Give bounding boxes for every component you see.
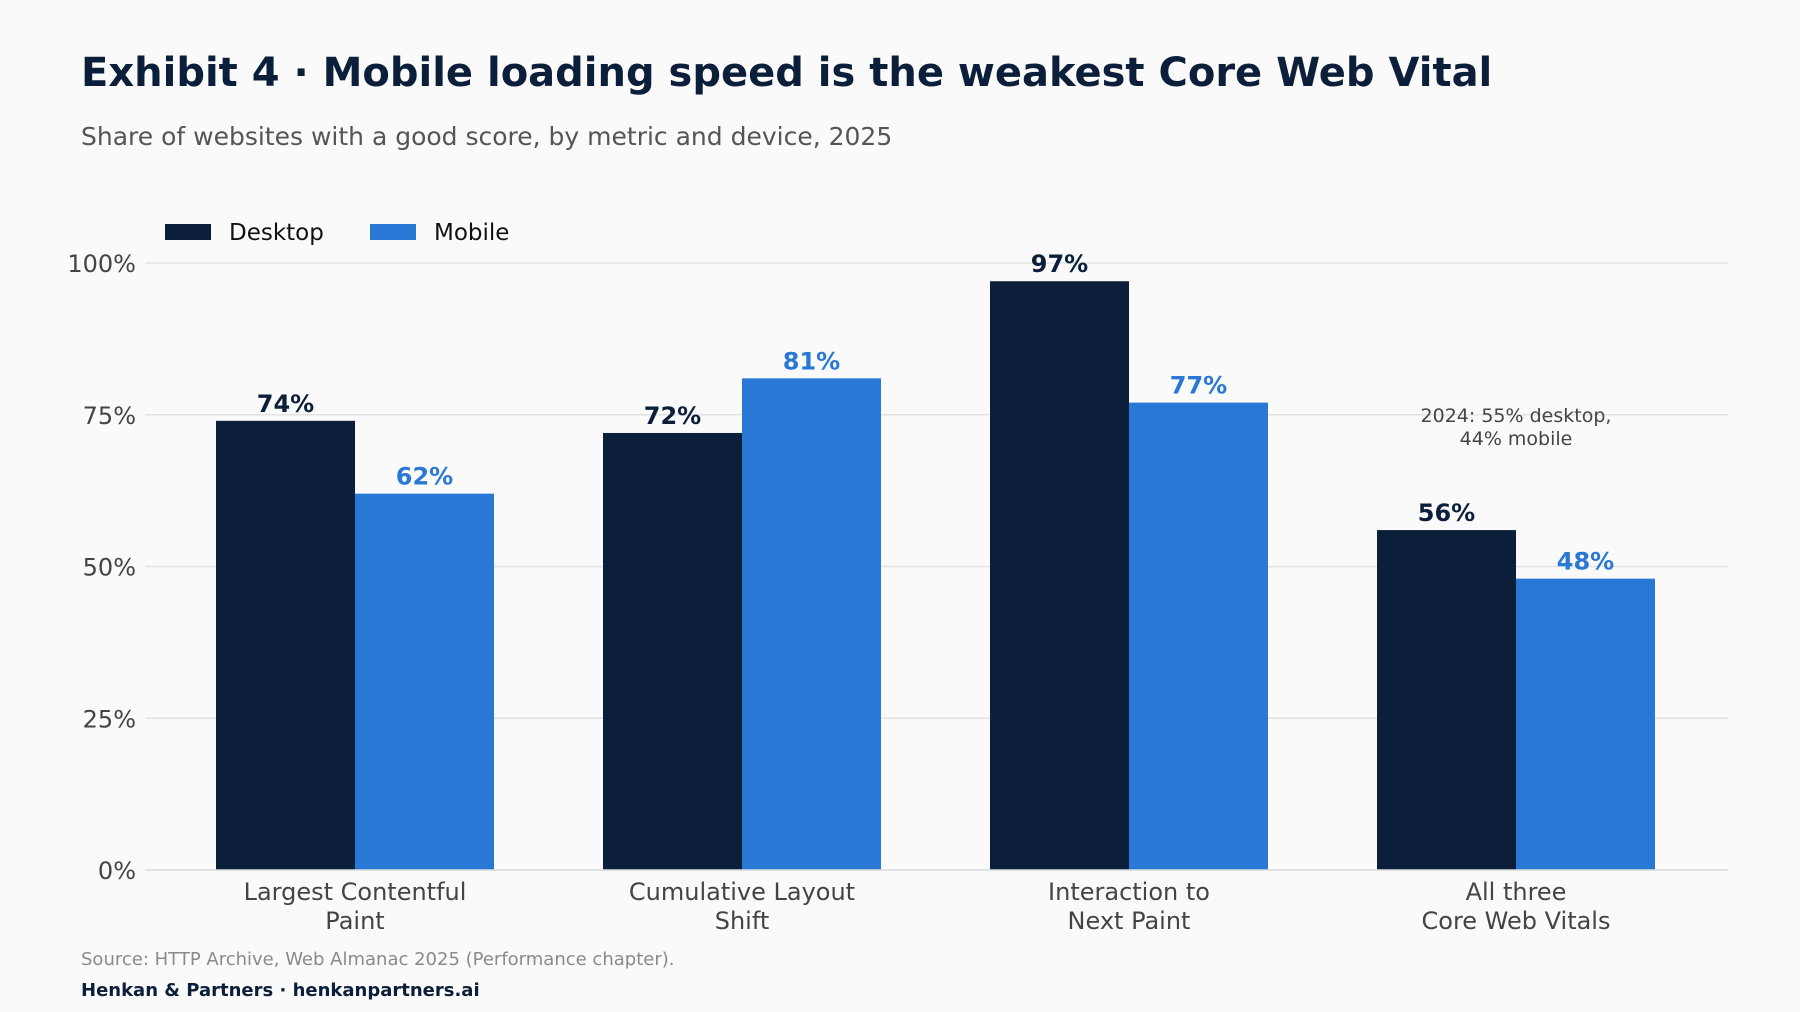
- chart-subtitle: Share of websites with a good score, by …: [81, 122, 893, 151]
- source-note: Source: HTTP Archive, Web Almanac 2025 (…: [81, 949, 675, 970]
- x-tick-label: Largest Contentful Paint: [244, 878, 467, 935]
- legend-swatch: [165, 224, 211, 240]
- legend-label: Desktop: [229, 220, 324, 246]
- bar: [1516, 578, 1655, 870]
- data-label: 56%: [1418, 499, 1475, 527]
- y-tick-label: 0%: [98, 857, 136, 885]
- bar: [990, 281, 1129, 871]
- x-tick-label: All three Core Web Vitals: [1422, 878, 1611, 935]
- data-label: 97%: [1031, 250, 1088, 278]
- bar: [1129, 402, 1268, 870]
- y-tick-label: 100%: [67, 250, 136, 278]
- y-tick-label: 75%: [83, 402, 136, 430]
- data-label: 48%: [1557, 548, 1614, 576]
- data-label: 77%: [1170, 372, 1227, 400]
- x-tick-label: Interaction to Next Paint: [1048, 878, 1210, 935]
- legend-swatch: [370, 224, 416, 240]
- bar: [216, 420, 355, 870]
- bar: [1377, 530, 1516, 870]
- data-label: 72%: [644, 402, 701, 430]
- y-tick-label: 25%: [83, 705, 136, 733]
- bar: [355, 493, 494, 870]
- credit-line: Henkan & Partners · henkanpartners.ai: [81, 980, 480, 1001]
- bar: [742, 378, 881, 870]
- bar: [603, 432, 742, 870]
- data-label: 74%: [257, 390, 314, 418]
- annotation-text: 2024: 55% desktop, 44% mobile: [1421, 405, 1612, 450]
- legend-label: Mobile: [434, 220, 509, 246]
- chart-title: Exhibit 4 · Mobile loading speed is the …: [81, 50, 1493, 96]
- y-tick-label: 50%: [83, 554, 136, 582]
- data-label: 62%: [396, 463, 453, 491]
- x-tick-label: Cumulative Layout Shift: [629, 878, 855, 935]
- data-label: 81%: [783, 347, 840, 375]
